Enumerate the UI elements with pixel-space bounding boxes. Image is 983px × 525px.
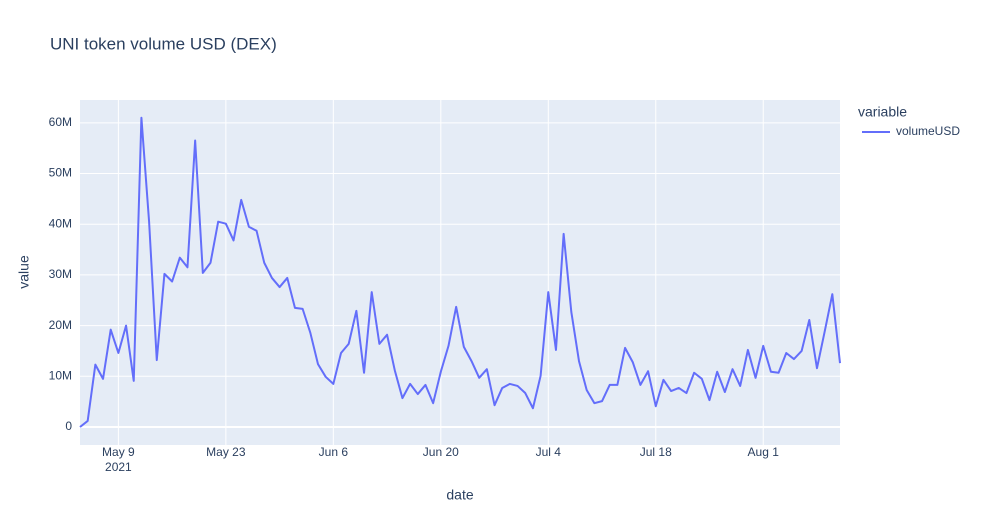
y-axis-title: value [16, 255, 32, 289]
y-tick-label: 20M [49, 318, 72, 332]
legend-label: volumeUSD [896, 124, 960, 138]
x-tick-label: Jun 6 [319, 445, 349, 459]
x-axis-title: date [446, 487, 473, 503]
y-tick-label: 40M [49, 216, 72, 230]
x-tick-label: May 9 2021 [102, 445, 135, 474]
x-tick-label: May 23 [206, 445, 246, 459]
y-tick-label: 0 [65, 419, 72, 433]
y-tick-label: 50M [49, 166, 72, 180]
y-tick-label: 60M [49, 115, 72, 129]
x-tick-label: Aug 1 [748, 445, 780, 459]
y-tick-label: 30M [49, 267, 72, 281]
legend-title: variable [858, 104, 907, 120]
x-tick-label: Jul 18 [640, 445, 672, 459]
data-line [79, 116, 841, 428]
chart-title: UNI token volume USD (DEX) [50, 34, 277, 53]
y-tick-label: 10M [49, 368, 72, 382]
x-tick-label: Jul 4 [536, 445, 562, 459]
x-tick-label: Jun 20 [423, 445, 459, 459]
